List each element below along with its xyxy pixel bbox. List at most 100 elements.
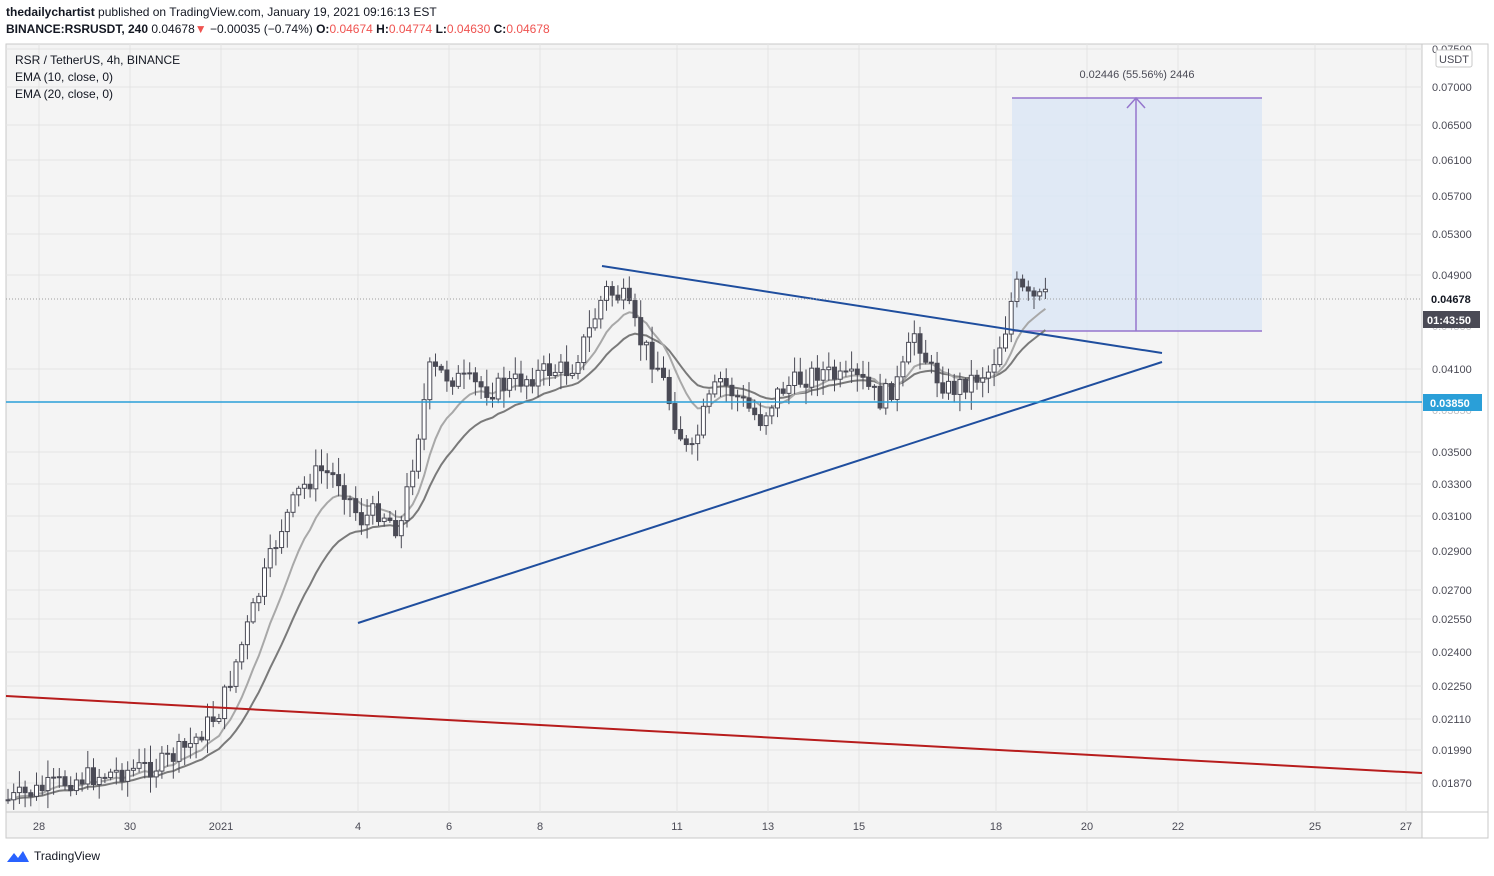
price-change: −0.00035 (−0.74%)	[210, 22, 313, 36]
currency-label: USDT	[1439, 54, 1469, 66]
candle-down	[393, 520, 399, 537]
publish-info: thedailychartist published on TradingVie…	[6, 5, 437, 19]
low-label: L:	[435, 22, 447, 36]
candle-down	[649, 341, 655, 370]
candle-up	[871, 385, 877, 388]
triangle-upper-line[interactable]	[601, 265, 1163, 354]
ema-20-line	[7, 329, 1047, 801]
candle-down	[68, 784, 74, 792]
candle-up	[108, 771, 114, 779]
time-axis-ticks: 28 30 2021 4 6 8 11 13 15 18 20 22 25 27	[33, 821, 1412, 833]
candle-up	[347, 498, 353, 501]
candle-down	[478, 381, 484, 388]
candle-up	[45, 776, 51, 792]
candle-up	[267, 548, 273, 569]
ohlc-line: BINANCE:RSRUSDT, 240 0.04678▼ −0.00035 (…	[6, 22, 550, 36]
countdown-label: 01:43:50	[1427, 315, 1471, 327]
candle-up	[256, 595, 262, 604]
candle-down	[148, 761, 153, 778]
candle-down	[1020, 278, 1026, 288]
candle-up	[985, 371, 991, 379]
candle-up	[507, 378, 513, 391]
candle-up	[176, 740, 182, 762]
candle-up	[193, 736, 199, 745]
candle-up	[262, 567, 267, 597]
currency-badge[interactable]: USDT	[1435, 49, 1473, 68]
candle-up	[239, 644, 245, 663]
support-price-label: 0.03850	[1430, 398, 1470, 410]
candle-up	[1037, 291, 1043, 297]
candle-up	[216, 718, 222, 722]
candle-down	[832, 366, 837, 380]
candle-up	[364, 514, 370, 526]
candle-down	[102, 776, 108, 779]
candle-down	[62, 776, 68, 786]
candle-up	[56, 776, 62, 779]
candle-up	[455, 372, 461, 387]
price-tick-label: 0.03500	[1432, 447, 1472, 459]
candle-down	[729, 384, 735, 397]
candle-down	[547, 363, 552, 377]
triangle-lower-line[interactable]	[357, 361, 1163, 624]
candle-up	[655, 367, 661, 370]
projection-arrow-head-icon	[1126, 96, 1146, 109]
projection-box[interactable]	[1012, 98, 1262, 331]
candle-up	[911, 333, 917, 343]
time-tick-label: 22	[1172, 821, 1184, 833]
candle-down	[735, 395, 741, 398]
candle-up	[575, 362, 581, 374]
legend-ema10: EMA (10, close, 0)	[15, 70, 113, 84]
candle-up	[125, 769, 131, 782]
candle-down	[341, 485, 347, 500]
publisher-name[interactable]: thedailychartist	[6, 5, 95, 19]
time-tick-label: 6	[446, 821, 452, 833]
open-value: 0.04674	[329, 22, 373, 36]
candle-down	[632, 300, 638, 319]
price-tick-label: 0.05700	[1432, 191, 1472, 203]
candle-up	[775, 388, 780, 409]
low-value: 0.04630	[446, 22, 491, 36]
candle-down	[529, 379, 535, 387]
price-tick-label: 0.06100	[1432, 155, 1472, 167]
brand-name: TradingView	[34, 849, 101, 863]
downtrend-line[interactable]	[5, 695, 1423, 774]
published-text: published on TradingView.com, January 19…	[98, 5, 437, 19]
candle-up	[763, 415, 769, 427]
candle-up	[883, 383, 889, 409]
candle-up	[279, 531, 285, 549]
candle-up	[187, 743, 193, 748]
candle-down	[797, 371, 803, 385]
candle-up	[769, 407, 775, 417]
candle-down	[165, 752, 171, 755]
candle-up	[586, 327, 592, 338]
time-tick-label: 8	[537, 821, 543, 833]
price-tick-label: 0.02250	[1432, 681, 1472, 693]
candle-up	[792, 371, 798, 386]
price-axis-area[interactable]	[1421, 43, 1489, 839]
candle-up	[273, 547, 279, 550]
candle-down	[387, 517, 393, 522]
candle-up	[495, 377, 501, 400]
time-tick-label: 2021	[209, 821, 233, 833]
candle-down	[866, 376, 872, 387]
projection-label: 0.02446 (55.56%) 2446	[1080, 69, 1195, 81]
ema-20-path	[7, 329, 1047, 801]
candle-down	[683, 438, 689, 446]
candle-up	[51, 776, 57, 779]
candle-up	[894, 376, 900, 400]
candle-down	[438, 365, 444, 371]
candle-down	[814, 367, 820, 381]
candle-up	[136, 762, 142, 769]
candle-up	[946, 380, 951, 394]
candle-up	[85, 767, 91, 785]
candle-up	[233, 661, 239, 687]
candle-up	[598, 299, 604, 320]
price-tick-label: 0.02900	[1432, 546, 1472, 558]
projection-tool[interactable]: 0.02446 (55.56%) 2446	[1012, 69, 1262, 332]
price-tick-label: 0.02400	[1432, 647, 1472, 659]
candle-down	[28, 792, 34, 797]
time-tick-label: 11	[671, 821, 682, 833]
candle-up	[415, 438, 421, 472]
tradingview-brand[interactable]: TradingView	[6, 848, 100, 864]
